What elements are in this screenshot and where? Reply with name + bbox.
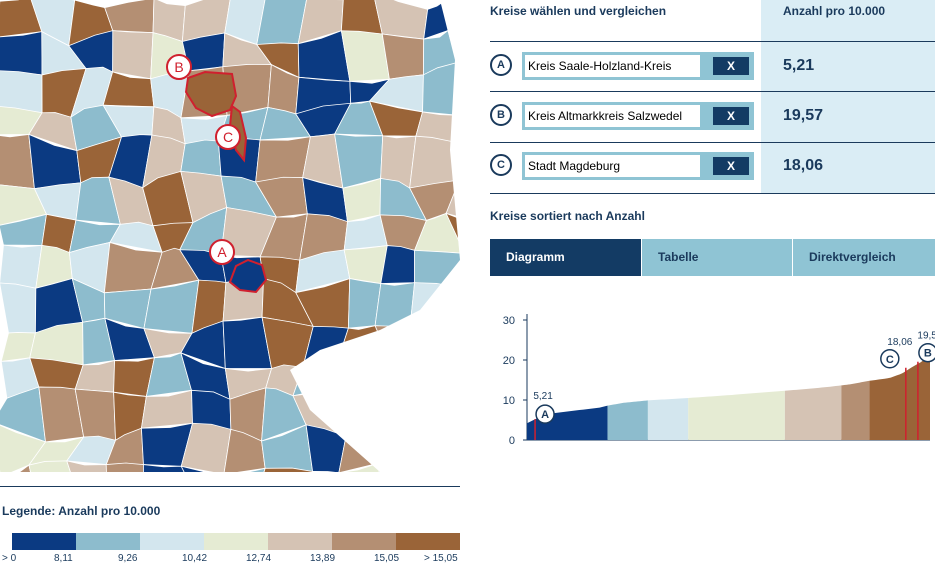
district-select-b[interactable]: X — [522, 102, 754, 130]
map-marker-b[interactable]: B — [166, 54, 192, 80]
legend-swatch — [268, 533, 332, 550]
highlight-marker-c[interactable] — [880, 349, 900, 369]
remove-a-button[interactable]: X — [713, 57, 749, 75]
legend-tick-label: > 15,05 — [424, 553, 458, 564]
map-marker-a[interactable]: A — [209, 239, 235, 265]
value-column — [761, 0, 935, 193]
row-divider — [490, 193, 935, 194]
map-region[interactable] — [381, 33, 425, 80]
legend-title: Legende: Anzahl pro 10.000 — [2, 504, 161, 518]
remove-b-button[interactable]: X — [713, 107, 749, 125]
map-region[interactable] — [105, 462, 144, 472]
map-region[interactable] — [309, 471, 339, 472]
map-divider — [0, 486, 460, 487]
map-marker-b-label: B — [174, 59, 183, 75]
map-region[interactable] — [255, 136, 311, 183]
legend-swatch — [332, 533, 396, 550]
sorted-chart: 0 10 20 30 A 5,21 C 18,06 B 19,57 — [503, 314, 935, 447]
legend-swatch — [12, 533, 76, 550]
chart-band — [607, 400, 648, 440]
chart-band — [688, 390, 785, 440]
compare-value-a: 5,21 — [783, 57, 815, 74]
region-b-outline[interactable] — [184, 70, 238, 118]
view-tabs: Diagramm Tabelle Direktvergleich — [490, 239, 935, 276]
map-region[interactable] — [0, 282, 37, 334]
y-tick-label: 0 — [509, 435, 515, 447]
compare-value-c: 18,06 — [783, 157, 824, 174]
legend-tick-label: 13,89 — [310, 553, 336, 564]
compare-title: Kreise wählen und vergleichen — [490, 4, 667, 18]
y-tick-label: 20 — [503, 355, 515, 367]
chart-band — [647, 398, 689, 440]
map-region[interactable] — [224, 467, 266, 472]
highlight-letter: C — [886, 354, 894, 366]
map-region[interactable] — [180, 465, 226, 472]
legend-tick-label: 15,05 — [374, 553, 400, 564]
chart-band — [784, 385, 842, 440]
map-region[interactable] — [255, 467, 314, 472]
legend-tick-label: 8,11 — [54, 553, 73, 564]
row-divider — [490, 41, 935, 42]
map-region[interactable] — [0, 464, 36, 472]
compare-row-c: C X 18,06 — [490, 142, 935, 192]
map-region[interactable] — [28, 460, 82, 472]
chart-band — [841, 380, 870, 440]
legend-swatch — [76, 533, 140, 550]
tab-tabelle[interactable]: Tabelle — [642, 239, 792, 276]
district-input-a[interactable] — [525, 55, 700, 77]
remove-c-button[interactable]: X — [713, 157, 749, 175]
y-tick-label: 10 — [503, 395, 515, 407]
map-region[interactable] — [0, 244, 43, 289]
map-marker-c[interactable]: C — [215, 124, 241, 150]
highlight-value-label: 19,57 — [917, 331, 935, 342]
value-header: Anzahl pro 10.000 — [783, 4, 886, 18]
legend-tick-label: 12,74 — [246, 553, 272, 564]
highlight-marker-b[interactable] — [918, 342, 935, 363]
map-region[interactable] — [180, 139, 222, 177]
highlight-letter: A — [541, 409, 549, 421]
region-a-outline[interactable] — [228, 258, 268, 294]
map-marker-c-label: C — [223, 129, 233, 145]
map-region[interactable] — [0, 70, 43, 114]
map-region[interactable] — [66, 460, 108, 472]
map-region[interactable] — [0, 31, 43, 76]
highlight-letter: B — [924, 348, 932, 360]
row-divider — [490, 91, 935, 92]
compare-letter-c: C — [490, 154, 512, 176]
map-region[interactable] — [340, 30, 390, 82]
tab-direktvergleich[interactable]: Direktvergleich — [793, 239, 935, 276]
legend-tick-label: 9,26 — [118, 553, 138, 564]
legend-swatch — [396, 533, 460, 550]
y-tick-label: 30 — [503, 315, 515, 327]
compare-row-a: A X 5,21 — [490, 41, 935, 91]
highlight-value-label: 5,21 — [533, 391, 553, 402]
map-region[interactable] — [332, 462, 380, 472]
compare-letter-b: B — [490, 104, 512, 126]
tab-diagramm[interactable]: Diagramm — [490, 239, 641, 276]
district-select-a[interactable]: X — [522, 52, 754, 80]
map-region[interactable] — [104, 0, 155, 34]
legend-color-scale — [12, 533, 460, 550]
legend-swatch — [140, 533, 204, 550]
highlight-value-label: 18,06 — [887, 337, 912, 348]
map-region[interactable] — [343, 245, 388, 285]
map-region[interactable] — [143, 464, 195, 472]
sorted-title: Kreise sortiert nach Anzahl — [490, 209, 645, 223]
district-select-c[interactable]: X — [522, 152, 754, 180]
legend-tick-label: 10,42 — [182, 553, 208, 564]
map-region[interactable] — [112, 30, 154, 80]
highlight-marker-a[interactable] — [535, 404, 555, 424]
district-map[interactable]: B C A — [0, 0, 460, 472]
legend-tick-label: > 0 — [2, 553, 17, 564]
district-input-b[interactable] — [525, 105, 700, 127]
compare-value-b: 19,57 — [783, 107, 824, 124]
district-input-c[interactable] — [525, 155, 700, 177]
map-marker-a-label: A — [217, 244, 227, 260]
compare-row-b: B X 19,57 — [490, 91, 935, 141]
legend-swatch — [204, 533, 268, 550]
map-east-border — [290, 0, 460, 472]
compare-letter-a: A — [490, 54, 512, 76]
row-divider — [490, 142, 935, 143]
chart-band — [869, 354, 930, 440]
